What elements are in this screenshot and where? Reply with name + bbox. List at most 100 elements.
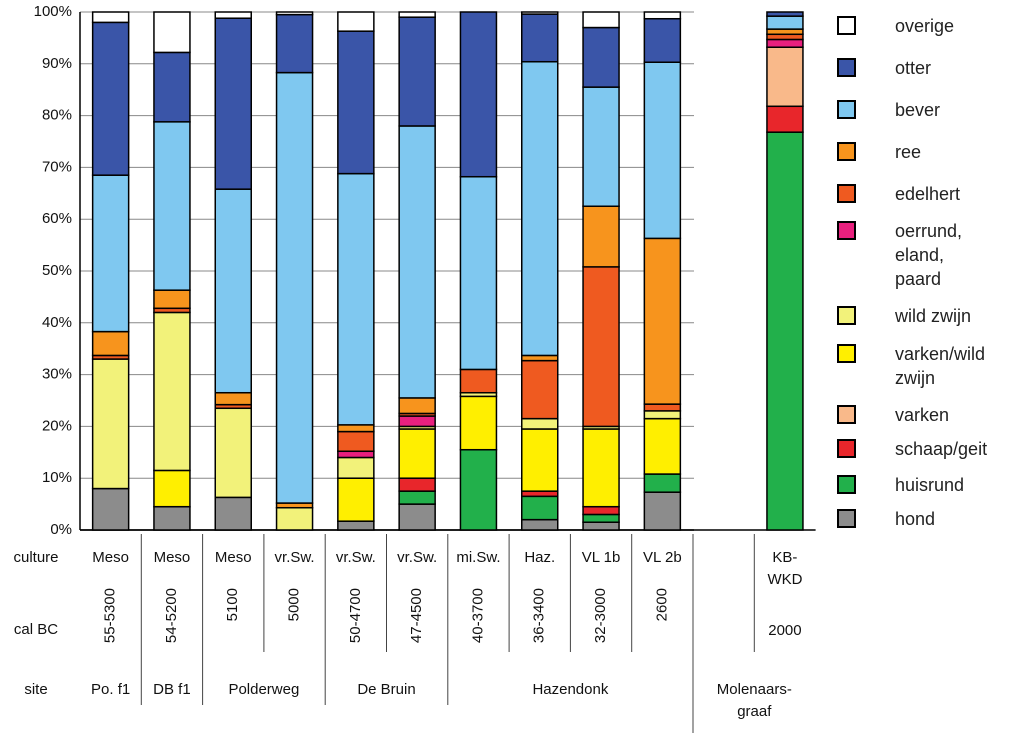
- bar-segment: [521, 359, 559, 420]
- bar-segment: [521, 428, 559, 492]
- legend-label: edelhert: [895, 184, 961, 204]
- site-label: Molenaars-graaf: [716, 681, 792, 720]
- bar-segment: [521, 490, 559, 498]
- legend-label: hond: [895, 509, 936, 529]
- y-tick-label: 0%: [50, 521, 72, 538]
- bar-segment: [643, 61, 682, 240]
- x-tick-label: 5100: [224, 588, 241, 621]
- legend-swatch: [837, 221, 856, 240]
- bar-segment: [214, 407, 252, 499]
- legend-swatch: [837, 306, 856, 325]
- bar-segment: [582, 521, 620, 531]
- bar-segment: [153, 11, 191, 54]
- y-tick-label: 30%: [42, 366, 72, 383]
- bar-segment: [643, 473, 682, 493]
- legend-label: wild zwijn: [895, 306, 972, 326]
- bar-segment: [521, 354, 559, 362]
- legend-swatch: [837, 475, 856, 494]
- culture-label: mi.Sw.: [456, 549, 501, 566]
- legend-label: ree: [895, 142, 922, 162]
- y-tick-label: 90%: [42, 55, 72, 72]
- row-label: cal BC: [13, 621, 59, 638]
- y-tick-label: 80%: [42, 107, 72, 124]
- bar-segment: [521, 13, 559, 63]
- bar-segment: [766, 15, 804, 30]
- bar-segment: [643, 417, 682, 475]
- culture-label: Meso: [153, 549, 191, 566]
- culture-label: KB-WKD: [767, 549, 803, 588]
- bar-segment: [521, 518, 559, 531]
- bar-segment: [398, 11, 436, 18]
- bar-segment: [766, 28, 804, 36]
- legend-label: otter: [895, 58, 932, 78]
- bar-segment: [521, 60, 559, 357]
- bar-segment: [582, 11, 620, 29]
- bar-segment: [582, 26, 620, 88]
- bar-segment: [275, 506, 314, 531]
- legend-label: varken: [895, 405, 950, 425]
- bar-segment: [521, 11, 559, 15]
- site-label: Polderweg: [228, 681, 300, 698]
- bar-segment: [337, 520, 375, 531]
- bar-segment: [214, 17, 252, 190]
- bar-segment: [582, 86, 620, 207]
- bar-segment: [521, 417, 559, 430]
- bar-segment: [91, 11, 130, 24]
- bar-segment: [582, 205, 620, 268]
- site-label: Po. f1: [91, 681, 131, 698]
- bar-segment: [459, 448, 498, 531]
- bar-segment: [643, 237, 682, 405]
- y-tick-label: 50%: [42, 262, 72, 279]
- bar-segment: [337, 30, 375, 175]
- bar-segment: [643, 491, 682, 531]
- bar-segment: [398, 125, 436, 399]
- bar-segment: [337, 172, 375, 426]
- bar-segment: [337, 456, 375, 479]
- x-tick-label: 54-5200: [163, 588, 180, 643]
- culture-label: VL 2b: [643, 549, 682, 566]
- x-tick-label: 5000: [286, 588, 303, 621]
- bar-segment: [582, 266, 620, 428]
- bar-segment: [398, 477, 436, 492]
- culture-label: vr.Sw.: [335, 549, 376, 566]
- bar-segment: [521, 495, 559, 521]
- legend-swatch: [837, 184, 856, 203]
- bar-segment: [214, 188, 252, 394]
- legend-swatch: [837, 58, 856, 77]
- bar-segment: [91, 358, 130, 490]
- legend-swatch: [837, 142, 856, 161]
- x-tick-label: 2000: [768, 622, 801, 639]
- x-tick-label: 2600: [653, 588, 670, 621]
- y-tick-label: 20%: [42, 417, 72, 434]
- bar-segment: [643, 11, 682, 20]
- legend-swatch: [837, 439, 856, 458]
- bar-segment: [275, 13, 314, 74]
- culture-label: VL 1b: [581, 549, 621, 566]
- bar-segment: [153, 505, 191, 531]
- legend-swatch: [837, 100, 856, 119]
- bar-segment: [337, 450, 375, 459]
- bar-segment: [214, 11, 252, 19]
- legend-label: oerrund, eland, paard: [895, 221, 963, 289]
- y-tick-label: 40%: [42, 314, 72, 331]
- x-tick-label: 36-3400: [531, 588, 548, 643]
- bar-segment: [91, 21, 130, 176]
- bar-segment: [337, 11, 375, 32]
- bar-segment: [398, 16, 436, 127]
- bar-segment: [337, 477, 375, 522]
- bar-segment: [766, 46, 804, 108]
- bar-segment: [153, 121, 191, 291]
- legend-label: bever: [895, 100, 941, 120]
- bar-segment: [582, 513, 620, 523]
- site-label: De Bruin: [357, 681, 416, 698]
- y-tick-label: 70%: [42, 158, 72, 175]
- site-label: Hazendonk: [532, 681, 609, 698]
- x-tick-label: 50-4700: [347, 588, 364, 643]
- bar-segment: [398, 397, 436, 415]
- bar-segment: [766, 131, 804, 531]
- bar-segment: [766, 11, 804, 17]
- bar-segment: [153, 311, 191, 472]
- culture-label: Haz.: [524, 549, 556, 566]
